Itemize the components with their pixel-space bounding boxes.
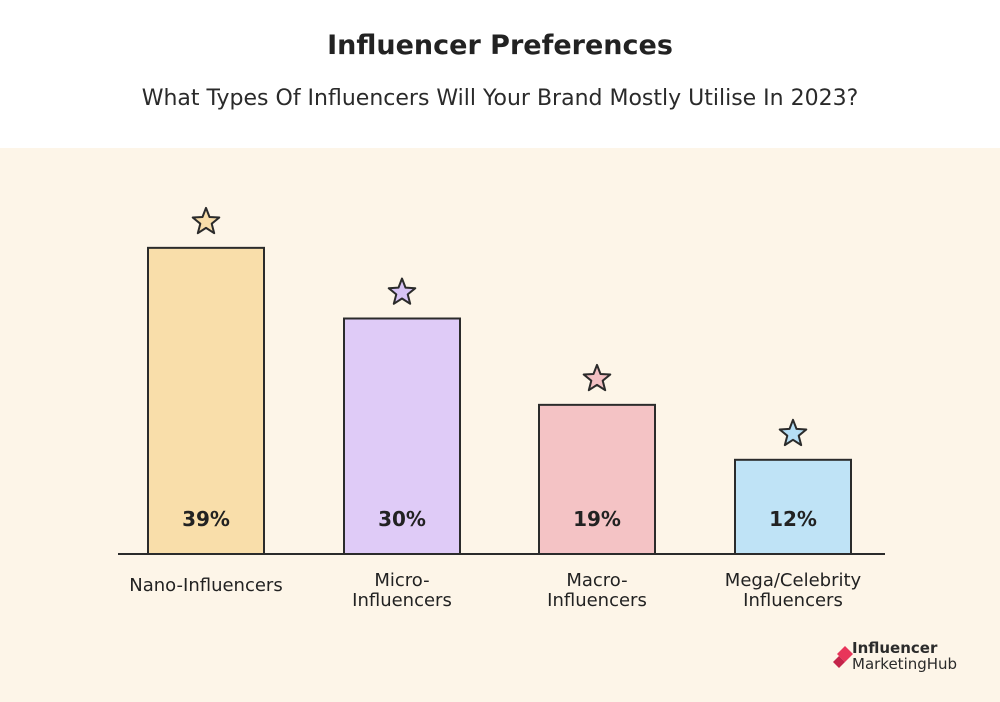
category-label: Nano-Influencers (129, 575, 283, 596)
bar-2 (538, 403, 656, 555)
influencer-marketing-hub-logo-icon (833, 646, 853, 668)
category-label: Macro- Influencers (547, 570, 647, 611)
data-label: 19% (573, 507, 621, 531)
category-label: Mega/Celebrity Influencers (724, 570, 862, 611)
star-icon (778, 418, 808, 447)
star-icon (191, 206, 221, 235)
star-icon (582, 363, 612, 392)
data-label: 30% (378, 507, 426, 531)
data-label: 12% (769, 507, 817, 531)
chart-subtitle: What Types Of Influencers Will Your Bran… (141, 86, 859, 111)
bar-0 (147, 246, 265, 555)
data-label: 39% (182, 507, 230, 531)
category-label: Micro- Influencers (352, 570, 452, 611)
bar-3 (734, 458, 852, 555)
chart-title: Influencer Preferences (327, 30, 673, 61)
brand-line-2: MarketingHub (852, 655, 958, 673)
star-icon (387, 277, 417, 305)
brand-line-1: Influencer (852, 639, 938, 657)
